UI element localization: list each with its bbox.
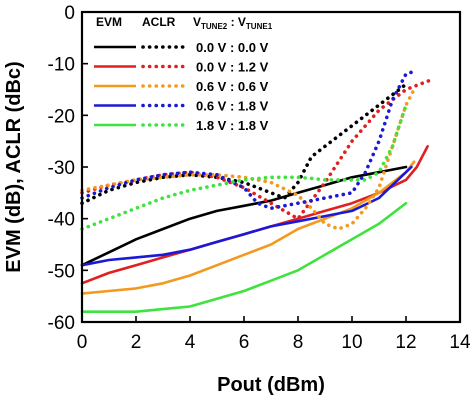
y-tick-label: -10 — [48, 55, 75, 76]
series-line-evm-1 — [80, 165, 408, 267]
series-line-evm-2 — [80, 145, 429, 285]
axis-ticks: 0 2 4 6 8 10 12 14 0 -10 -20 -30 -40 -50 -60 — [48, 3, 471, 353]
x-tick-label: 8 — [293, 332, 304, 353]
legend-header-aclr: ACLR — [142, 15, 176, 29]
series-layer — [80, 69, 435, 313]
y-tick-label: -30 — [48, 158, 75, 179]
legend: EVM ACLR VTUNE2 : VTUNE1 0.0 V : 0.0 V 0.… — [94, 15, 273, 133]
legend-entry-label: 0.0 V : 0.0 V — [196, 40, 269, 55]
x-tick-label: 2 — [131, 332, 142, 353]
x-tick-label: 6 — [239, 332, 250, 353]
series-line-aclr-5 — [80, 103, 408, 231]
x-tick-label: 10 — [341, 332, 362, 353]
y-tick-label: -40 — [48, 210, 75, 231]
x-axis-label: Pout (dBm) — [217, 374, 325, 396]
series-line-aclr-1 — [80, 82, 408, 205]
legend-entry-label: 0.6 V : 1.8 V — [196, 99, 269, 114]
x-tick-label: 4 — [185, 332, 196, 353]
legend-entry-label: 0.0 V : 1.2 V — [196, 60, 269, 75]
y-tick-label: -60 — [48, 313, 75, 334]
legend-header-evm: EVM — [96, 15, 122, 29]
y-tick-label: 0 — [64, 3, 75, 24]
series-line-aclr-4 — [80, 69, 416, 211]
series-line-evm-3 — [80, 160, 416, 295]
x-tick-label: 12 — [395, 332, 416, 353]
y-axis-label: EVM (dB), ACLR (dBc) — [3, 61, 25, 272]
x-tick-label: 0 — [77, 332, 88, 353]
legend-header-vtune: VTUNE2 : VTUNE1 — [193, 15, 273, 31]
x-tick-label: 14 — [449, 332, 471, 353]
series-line-aclr-2 — [80, 77, 435, 221]
series-line-evm-5 — [80, 201, 408, 313]
y-tick-label: -20 — [48, 106, 75, 127]
legend-entry-label: 0.6 V : 0.6 V — [196, 79, 269, 94]
series-line-evm-4 — [80, 165, 413, 267]
legend-entry-label: 1.8 V : 1.8 V — [196, 118, 269, 133]
y-tick-label: -50 — [48, 261, 75, 282]
